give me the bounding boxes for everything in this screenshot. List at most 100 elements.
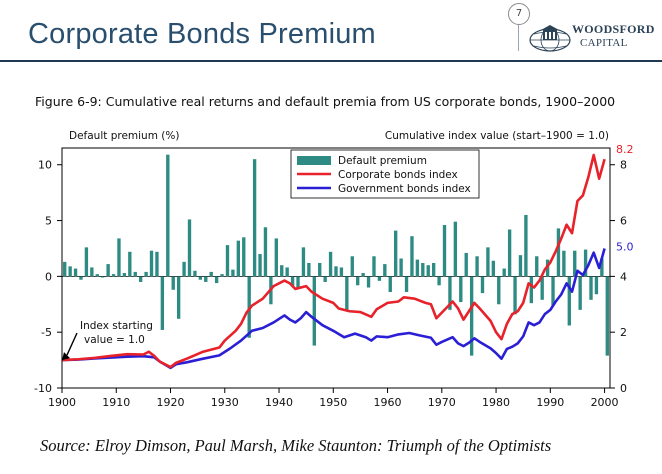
left-tick-label: 0 xyxy=(45,270,52,283)
premium-bar xyxy=(280,265,284,277)
premium-bar xyxy=(176,276,181,319)
premium-bar xyxy=(117,238,121,277)
legend-label: Corporate bonds index xyxy=(338,169,458,181)
left-tick-label: -5 xyxy=(41,326,52,339)
left-tick-label: 5 xyxy=(45,215,52,228)
x-tick-label: 1970 xyxy=(428,396,456,409)
x-tick-label: 1900 xyxy=(48,396,76,409)
premium-bar xyxy=(540,276,544,300)
premium-bar xyxy=(166,154,170,277)
logo-wordmark-bottom: CAPITAL xyxy=(580,37,628,49)
premium-bar xyxy=(334,266,338,277)
premium-bar xyxy=(220,274,224,277)
premium-bar xyxy=(529,276,533,304)
woodsford-logo: WOODSFORD CAPITAL xyxy=(528,20,658,56)
premium-bar xyxy=(225,245,230,277)
premium-bar xyxy=(583,249,588,277)
legend-label: Government bonds index xyxy=(338,183,471,195)
premium-bar xyxy=(193,270,197,277)
premium-bar xyxy=(399,258,403,277)
premium-bar xyxy=(437,276,441,286)
premium-bar xyxy=(274,238,278,277)
right-tick-label: 0 xyxy=(620,382,627,395)
premium-bar xyxy=(138,276,143,282)
premium-bar xyxy=(372,256,376,277)
premium-bar xyxy=(600,258,604,277)
title-divider xyxy=(0,60,662,62)
premium-bar xyxy=(63,261,67,277)
x-tick-label: 1940 xyxy=(265,396,293,409)
premium-bar xyxy=(502,268,506,277)
government-end-label: 5.0 xyxy=(616,240,634,253)
premium-bar xyxy=(307,262,311,277)
premium-bar xyxy=(469,276,474,356)
x-tick-label: 1910 xyxy=(102,396,130,409)
chart-title: Figure 6-9: Cumulative real returns and … xyxy=(35,94,615,109)
left-axis-title: Default premium (%) xyxy=(69,130,179,142)
premium-bar xyxy=(475,256,479,277)
legend-label: Default premium xyxy=(338,155,427,167)
x-tick-label: 1980 xyxy=(482,396,510,409)
x-tick-label: 1920 xyxy=(157,396,185,409)
premium-bar xyxy=(594,276,599,295)
premium-bar xyxy=(236,240,241,277)
premium-bar xyxy=(388,276,392,292)
premium-bar xyxy=(144,271,148,277)
x-tick-label: 1930 xyxy=(211,396,239,409)
premium-bar xyxy=(605,276,609,356)
premium-bar xyxy=(187,219,192,277)
premium-bar xyxy=(290,276,295,287)
premium-bar xyxy=(79,276,83,280)
premium-bar xyxy=(535,256,539,277)
premium-bar xyxy=(68,266,72,277)
premium-bar xyxy=(453,221,458,277)
x-tick-label: 2000 xyxy=(591,396,619,409)
premium-bar xyxy=(128,251,132,277)
premium-bar xyxy=(263,227,268,277)
premium-bar xyxy=(486,247,490,277)
premium-bar xyxy=(231,269,235,277)
premium-bar xyxy=(410,236,414,277)
premium-bar xyxy=(394,230,398,277)
right-tick-label: 8 xyxy=(620,159,627,172)
premium-bar xyxy=(209,271,213,277)
annotation-line-1: Index starting xyxy=(80,320,153,332)
premium-bar xyxy=(242,237,246,277)
premium-bar xyxy=(182,261,186,277)
page-title: Corporate Bonds Premium xyxy=(28,18,376,50)
premium-bar xyxy=(214,276,219,284)
plot-frame xyxy=(61,147,611,389)
premium-bar xyxy=(377,276,382,281)
premium-bar xyxy=(106,264,110,277)
premium-bar xyxy=(383,264,387,277)
corporate-bonds-line xyxy=(61,153,606,369)
premium-bar xyxy=(404,276,409,292)
premium-bar xyxy=(518,255,523,277)
right-tick-label: 4 xyxy=(620,270,627,283)
logo-wordmark-top: WOODSFORD xyxy=(572,22,655,36)
premium-bar xyxy=(149,250,154,277)
x-tick-label: 1990 xyxy=(536,396,564,409)
premium-bar xyxy=(171,276,175,290)
premium-bar xyxy=(73,268,78,277)
premium-bar xyxy=(578,276,582,310)
premium-bar xyxy=(361,273,365,277)
x-tick-label: 1950 xyxy=(319,396,347,409)
premium-bar xyxy=(95,274,99,277)
premium-bar xyxy=(421,262,425,277)
premium-bar xyxy=(356,276,360,286)
left-tick-label: -10 xyxy=(34,382,52,395)
premium-bar xyxy=(204,276,208,282)
premium-bar xyxy=(431,262,436,277)
right-tick-label: 6 xyxy=(620,215,627,228)
premium-bar xyxy=(513,276,517,315)
premium-bar xyxy=(318,262,322,277)
annotation-arrow xyxy=(66,332,78,356)
premium-bar xyxy=(551,276,555,306)
premium-bar xyxy=(459,276,463,303)
premium-bar xyxy=(573,250,577,277)
premium-bar xyxy=(133,271,137,277)
premium-bar xyxy=(556,228,561,277)
premium-bar xyxy=(480,276,485,294)
premium-bar xyxy=(301,247,306,277)
